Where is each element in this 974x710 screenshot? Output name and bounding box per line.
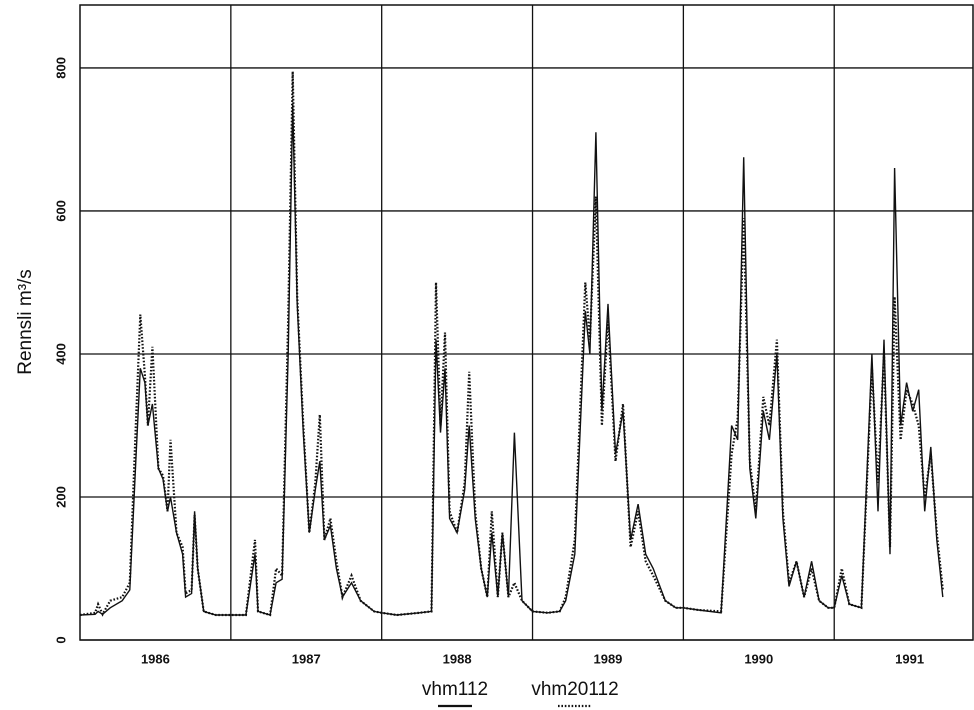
plot-frame (79, 4, 974, 641)
series-line (79, 71, 944, 617)
legend-label: vhm20112 (531, 679, 618, 700)
x-tick-label: 1989 (593, 651, 622, 666)
legend-label: vhm112 (422, 679, 488, 700)
y-tick-label: 200 (53, 486, 68, 508)
y-tick-label: 800 (53, 57, 68, 79)
y-tick-label: 0 (53, 636, 68, 643)
x-tick-label: 1987 (292, 651, 321, 666)
y-tick-label: 400 (53, 343, 68, 365)
x-tick-label: 1990 (744, 651, 773, 666)
x-tick-label: 1991 (895, 651, 924, 666)
y-axis-label: Rennsli m³/s (15, 269, 36, 375)
x-tick-label: 1986 (141, 651, 170, 666)
x-tick-label: 1988 (443, 651, 472, 666)
series-line (79, 103, 944, 616)
y-tick-label: 600 (53, 200, 68, 222)
